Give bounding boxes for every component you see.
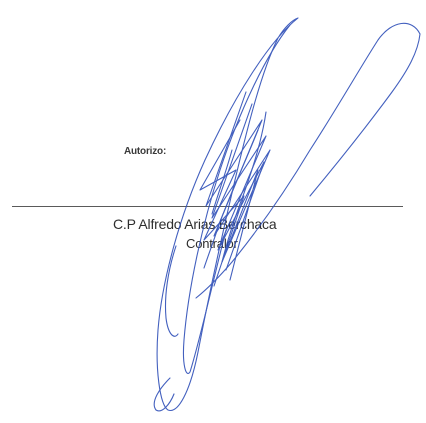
approval-label: Autorizo: <box>124 146 167 157</box>
signature-line <box>12 206 403 207</box>
